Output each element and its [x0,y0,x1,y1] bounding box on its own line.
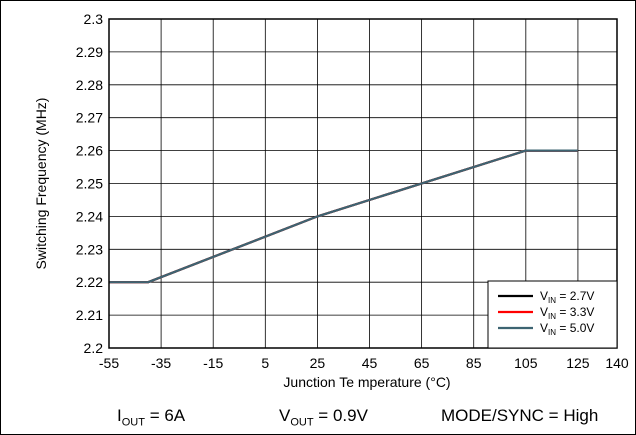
x-tick-label: 85 [466,355,482,371]
y-axis-title: Switching Frequency (MHz) [33,98,49,270]
x-tick-labels: -55 -35 -15 5 25 45 65 85 105 125 140 [99,355,629,371]
y-tick-label: 2.24 [76,208,103,224]
legend-subscript: IN [548,312,556,321]
legend-entry: VIN = 2.7V [540,289,594,305]
y-tick-label: 2.29 [76,44,103,60]
vout-condition: VOUT = 0.9V [279,406,368,428]
y-tick-label: 2.21 [76,307,103,323]
vout-symbol: V [279,406,291,425]
vout-value: = 0.9V [313,406,368,425]
legend-symbol: V [540,289,548,303]
legend-subscript: IN [548,296,556,305]
vout-subscript: OUT [290,416,314,429]
x-tick-label: 25 [310,355,326,371]
iout-subscript: OUT [121,416,145,429]
x-tick-label: 105 [514,355,538,371]
legend-value: = 3.3V [556,305,594,319]
x-tick-label: -55 [99,355,119,371]
legend-value: = 2.7V [556,289,594,303]
series-lines [109,149,578,284]
x-tick-label: -35 [151,355,171,371]
legend-value: = 5.0V [556,321,594,335]
switching-frequency-chart: 2.2 2.21 2.22 2.23 2.24 2.25 2.26 2.27 2.28 2.29 2… [33,11,629,390]
y-tick-label: 2.23 [76,241,103,257]
y-tick-label: 2.2 [84,340,104,356]
legend-entry: VIN = 3.3V [540,305,594,321]
plot-area-border [108,18,618,349]
iout-condition: IOUT = 6A [117,406,185,428]
legend-box [487,280,618,349]
test-conditions: IOUT = 6A VOUT = 0.9V MODE/SYNC = High [0,396,636,428]
mode-sync-condition: MODE/SYNC = High [441,406,599,425]
x-tick-label: 45 [362,355,378,371]
x-tick-label: 140 [605,355,629,371]
y-tick-label: 2.22 [76,274,103,290]
y-tick-label: 2.25 [76,176,103,192]
legend-symbol: V [540,321,548,335]
x-axis-title: Junction Te mperature (°C) [283,374,450,390]
iout-symbol: I [117,406,122,425]
legend-subscript: IN [548,328,556,337]
series-line [109,149,578,284]
x-tick-label: 125 [566,355,590,371]
iout-value: = 6A [144,406,186,425]
y-tick-label: 2.28 [76,77,103,93]
y-tick-label: 2.3 [84,11,104,27]
y-tick-labels: 2.2 2.21 2.22 2.23 2.24 2.25 2.26 2.27 2.28 2.29 2… [76,11,103,356]
x-tick-label: 65 [414,355,430,371]
x-tick-label: 5 [261,355,269,371]
y-tick-label: 2.26 [76,143,103,159]
legend-symbol: V [540,305,548,319]
y-tick-label: 2.27 [76,110,103,126]
x-tick-label: -15 [203,355,223,371]
legend-entry: VIN = 5.0V [540,321,594,337]
